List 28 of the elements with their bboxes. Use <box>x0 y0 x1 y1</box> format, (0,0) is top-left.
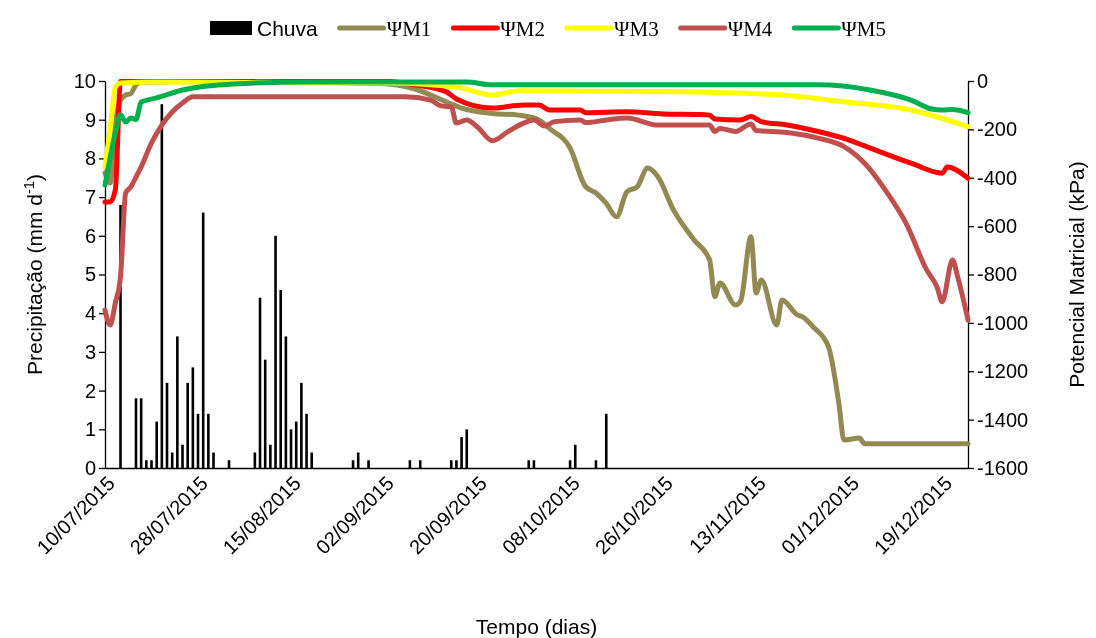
y-tick-label: 0 <box>84 456 96 479</box>
legend-label: ΨM1 <box>386 17 432 41</box>
y-tick-label: 1 <box>84 418 96 441</box>
y2-tick-label: -1000 <box>977 311 1029 334</box>
x-axis-title: Tempo (dias) <box>475 615 598 638</box>
legend-label: ΨM4 <box>727 17 773 41</box>
y-tick-label: 9 <box>84 108 96 131</box>
y-tick-label: 10 <box>73 69 96 92</box>
y-tick-label: 4 <box>84 302 96 325</box>
y2-tick-label: -600 <box>977 215 1018 238</box>
y2-tick-label: -400 <box>977 166 1018 189</box>
legend-label: Chuva <box>256 17 318 40</box>
y2-tick-label: -800 <box>977 263 1018 286</box>
y2-tick-label: -1400 <box>977 408 1029 431</box>
y2-tick-label: -200 <box>977 118 1018 141</box>
y-tick-label: 2 <box>84 379 96 402</box>
legend-label: ΨM5 <box>841 17 887 41</box>
y-tick-label: 3 <box>84 340 96 363</box>
y2-tick-label: -1200 <box>977 360 1029 383</box>
legend-label: ΨM3 <box>614 17 659 41</box>
y-tick-label: 8 <box>84 147 96 170</box>
y-tick-label: 6 <box>84 224 96 247</box>
legend-label: ΨM2 <box>500 17 546 41</box>
y2-tick-label: -1600 <box>977 456 1029 479</box>
y2-tick-label: 0 <box>977 69 989 92</box>
y-tick-label: 5 <box>84 263 96 286</box>
y2-axis-title: Potencial Matricial (kPa) <box>1065 161 1088 388</box>
y-tick-label: 7 <box>84 186 96 208</box>
